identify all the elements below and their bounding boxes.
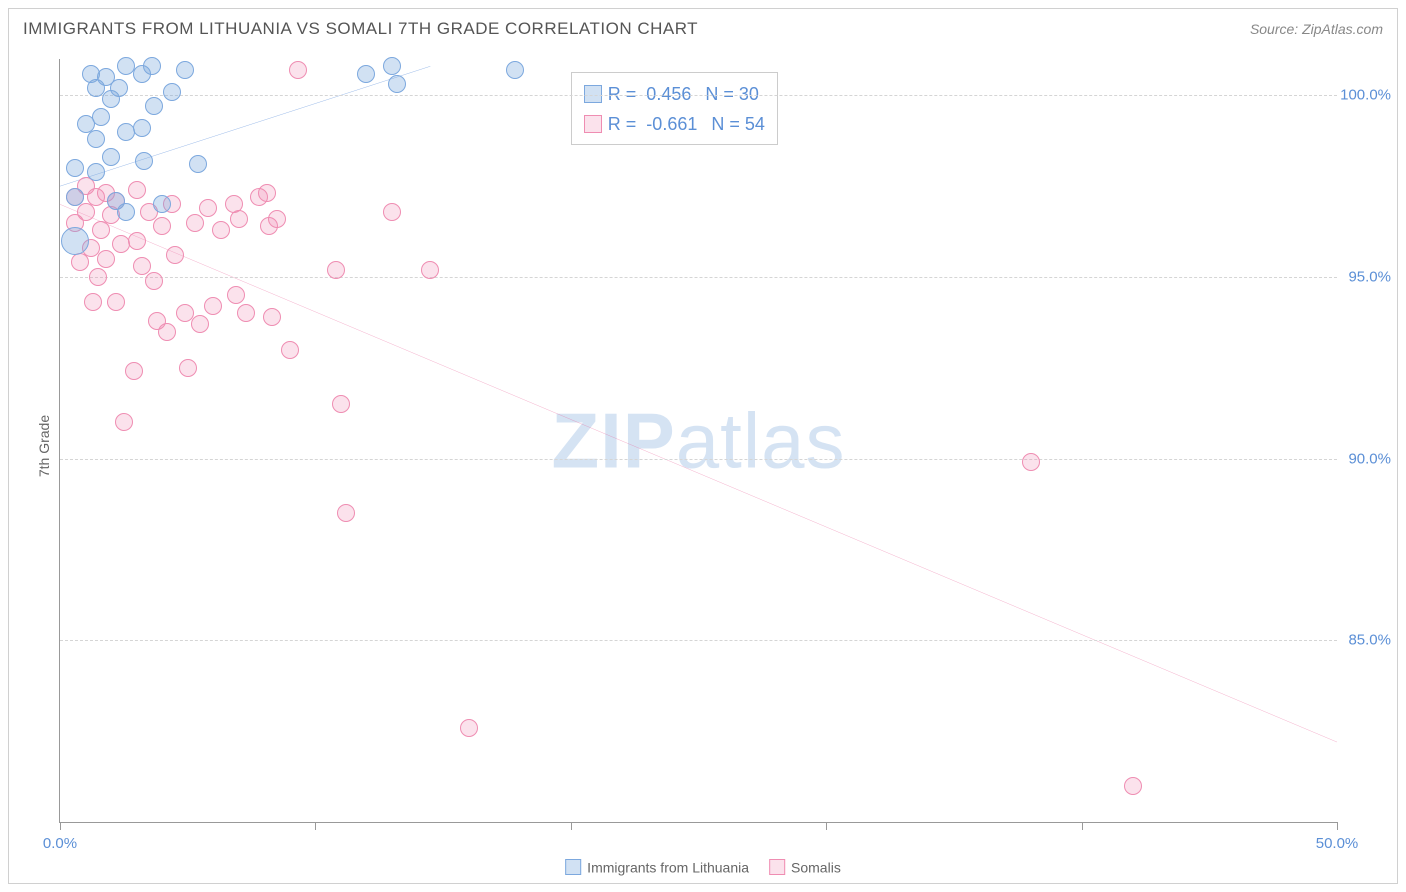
data-point-pink: [258, 184, 276, 202]
legend-item-pink: Somalis: [769, 858, 841, 875]
data-point-pink: [1124, 777, 1142, 795]
stats-row-pink: R = -0.661 N = 54: [584, 109, 765, 139]
data-point-pink: [125, 362, 143, 380]
chart-container: IMMIGRANTS FROM LITHUANIA VS SOMALI 7TH …: [8, 8, 1398, 884]
data-point-pink: [158, 323, 176, 341]
data-point-pink: [191, 315, 209, 333]
data-point-pink: [107, 293, 125, 311]
data-point-pink: [84, 293, 102, 311]
data-point-blue: [153, 195, 171, 213]
data-point-pink: [289, 61, 307, 79]
data-point-blue: [143, 57, 161, 75]
y-tick-label: 90.0%: [1348, 450, 1391, 467]
data-point-pink: [186, 214, 204, 232]
x-tick: [1337, 822, 1338, 830]
x-tick: [60, 822, 61, 830]
data-point-pink: [383, 203, 401, 221]
stats-r-label: R = 0.456: [608, 84, 692, 104]
data-point-pink: [212, 221, 230, 239]
y-tick-label: 85.0%: [1348, 632, 1391, 649]
data-point-pink: [133, 257, 151, 275]
data-point-blue: [92, 108, 110, 126]
data-point-pink: [1022, 453, 1040, 471]
data-point-pink: [268, 210, 286, 228]
x-tick: [315, 822, 316, 830]
data-point-blue: [163, 83, 181, 101]
y-axis-label: 7th Grade: [36, 415, 52, 477]
data-point-pink: [179, 359, 197, 377]
data-point-blue: [189, 155, 207, 173]
data-point-blue: [506, 61, 524, 79]
data-point-pink: [153, 217, 171, 235]
data-point-pink: [145, 272, 163, 290]
data-point-blue: [176, 61, 194, 79]
data-point-pink: [237, 304, 255, 322]
stats-n-label: N = 30: [705, 84, 759, 104]
data-point-pink: [115, 413, 133, 431]
data-point-blue: [135, 152, 153, 170]
data-point-blue: [87, 163, 105, 181]
data-point-pink: [128, 232, 146, 250]
data-point-pink: [89, 268, 107, 286]
data-point-blue: [102, 148, 120, 166]
data-point-blue: [61, 227, 89, 255]
legend: Immigrants from Lithuania Somalis: [565, 858, 841, 875]
y-tick-label: 95.0%: [1348, 269, 1391, 286]
gridline: [60, 277, 1337, 278]
watermark: ZIPatlas: [551, 395, 845, 486]
gridline: [60, 459, 1337, 460]
stats-r-label: R = -0.661: [608, 113, 698, 133]
data-point-pink: [204, 297, 222, 315]
data-point-blue: [383, 57, 401, 75]
data-point-blue: [87, 130, 105, 148]
correlation-stats-box: R = 0.456 N = 30 R = -0.661 N = 54: [571, 72, 778, 145]
plot-area: ZIPatlas R = 0.456 N = 30 R = -0.661 N = 54…: [59, 59, 1337, 823]
legend-swatch-pink: [769, 859, 785, 875]
x-tick: [1082, 822, 1083, 830]
y-tick-label: 100.0%: [1340, 87, 1391, 104]
data-point-pink: [263, 308, 281, 326]
data-point-blue: [388, 75, 406, 93]
data-point-pink: [281, 341, 299, 359]
trend-line-pink: [60, 204, 1337, 742]
stats-swatch-blue: [584, 85, 602, 103]
data-point-pink: [230, 210, 248, 228]
data-point-blue: [357, 65, 375, 83]
x-tick: [826, 822, 827, 830]
legend-swatch-blue: [565, 859, 581, 875]
data-point-blue: [145, 97, 163, 115]
legend-label: Immigrants from Lithuania: [587, 859, 749, 875]
watermark-bold: ZIP: [551, 396, 675, 484]
data-point-pink: [421, 261, 439, 279]
data-point-pink: [128, 181, 146, 199]
trend-lines-svg: [60, 59, 1337, 822]
x-tick: [571, 822, 572, 830]
x-tick-label: 50.0%: [1316, 835, 1359, 852]
data-point-pink: [337, 504, 355, 522]
data-point-blue: [66, 188, 84, 206]
data-point-pink: [227, 286, 245, 304]
data-point-pink: [327, 261, 345, 279]
data-point-blue: [133, 119, 151, 137]
stats-n-label: N = 54: [711, 113, 765, 133]
watermark-rest: atlas: [676, 396, 846, 484]
gridline: [60, 640, 1337, 641]
stats-row-blue: R = 0.456 N = 30: [584, 79, 765, 109]
stats-swatch-pink: [584, 115, 602, 133]
title-row: IMMIGRANTS FROM LITHUANIA VS SOMALI 7TH …: [23, 19, 1383, 39]
gridline: [60, 95, 1337, 96]
data-point-blue: [110, 79, 128, 97]
x-tick-label: 0.0%: [43, 835, 77, 852]
data-point-pink: [166, 246, 184, 264]
data-point-pink: [199, 199, 217, 217]
source-attribution: Source: ZipAtlas.com: [1250, 21, 1383, 37]
data-point-blue: [66, 159, 84, 177]
data-point-pink: [97, 250, 115, 268]
legend-label: Somalis: [791, 859, 841, 875]
data-point-pink: [332, 395, 350, 413]
chart-title: IMMIGRANTS FROM LITHUANIA VS SOMALI 7TH …: [23, 19, 698, 39]
legend-item-blue: Immigrants from Lithuania: [565, 858, 749, 875]
data-point-blue: [117, 203, 135, 221]
data-point-pink: [460, 719, 478, 737]
